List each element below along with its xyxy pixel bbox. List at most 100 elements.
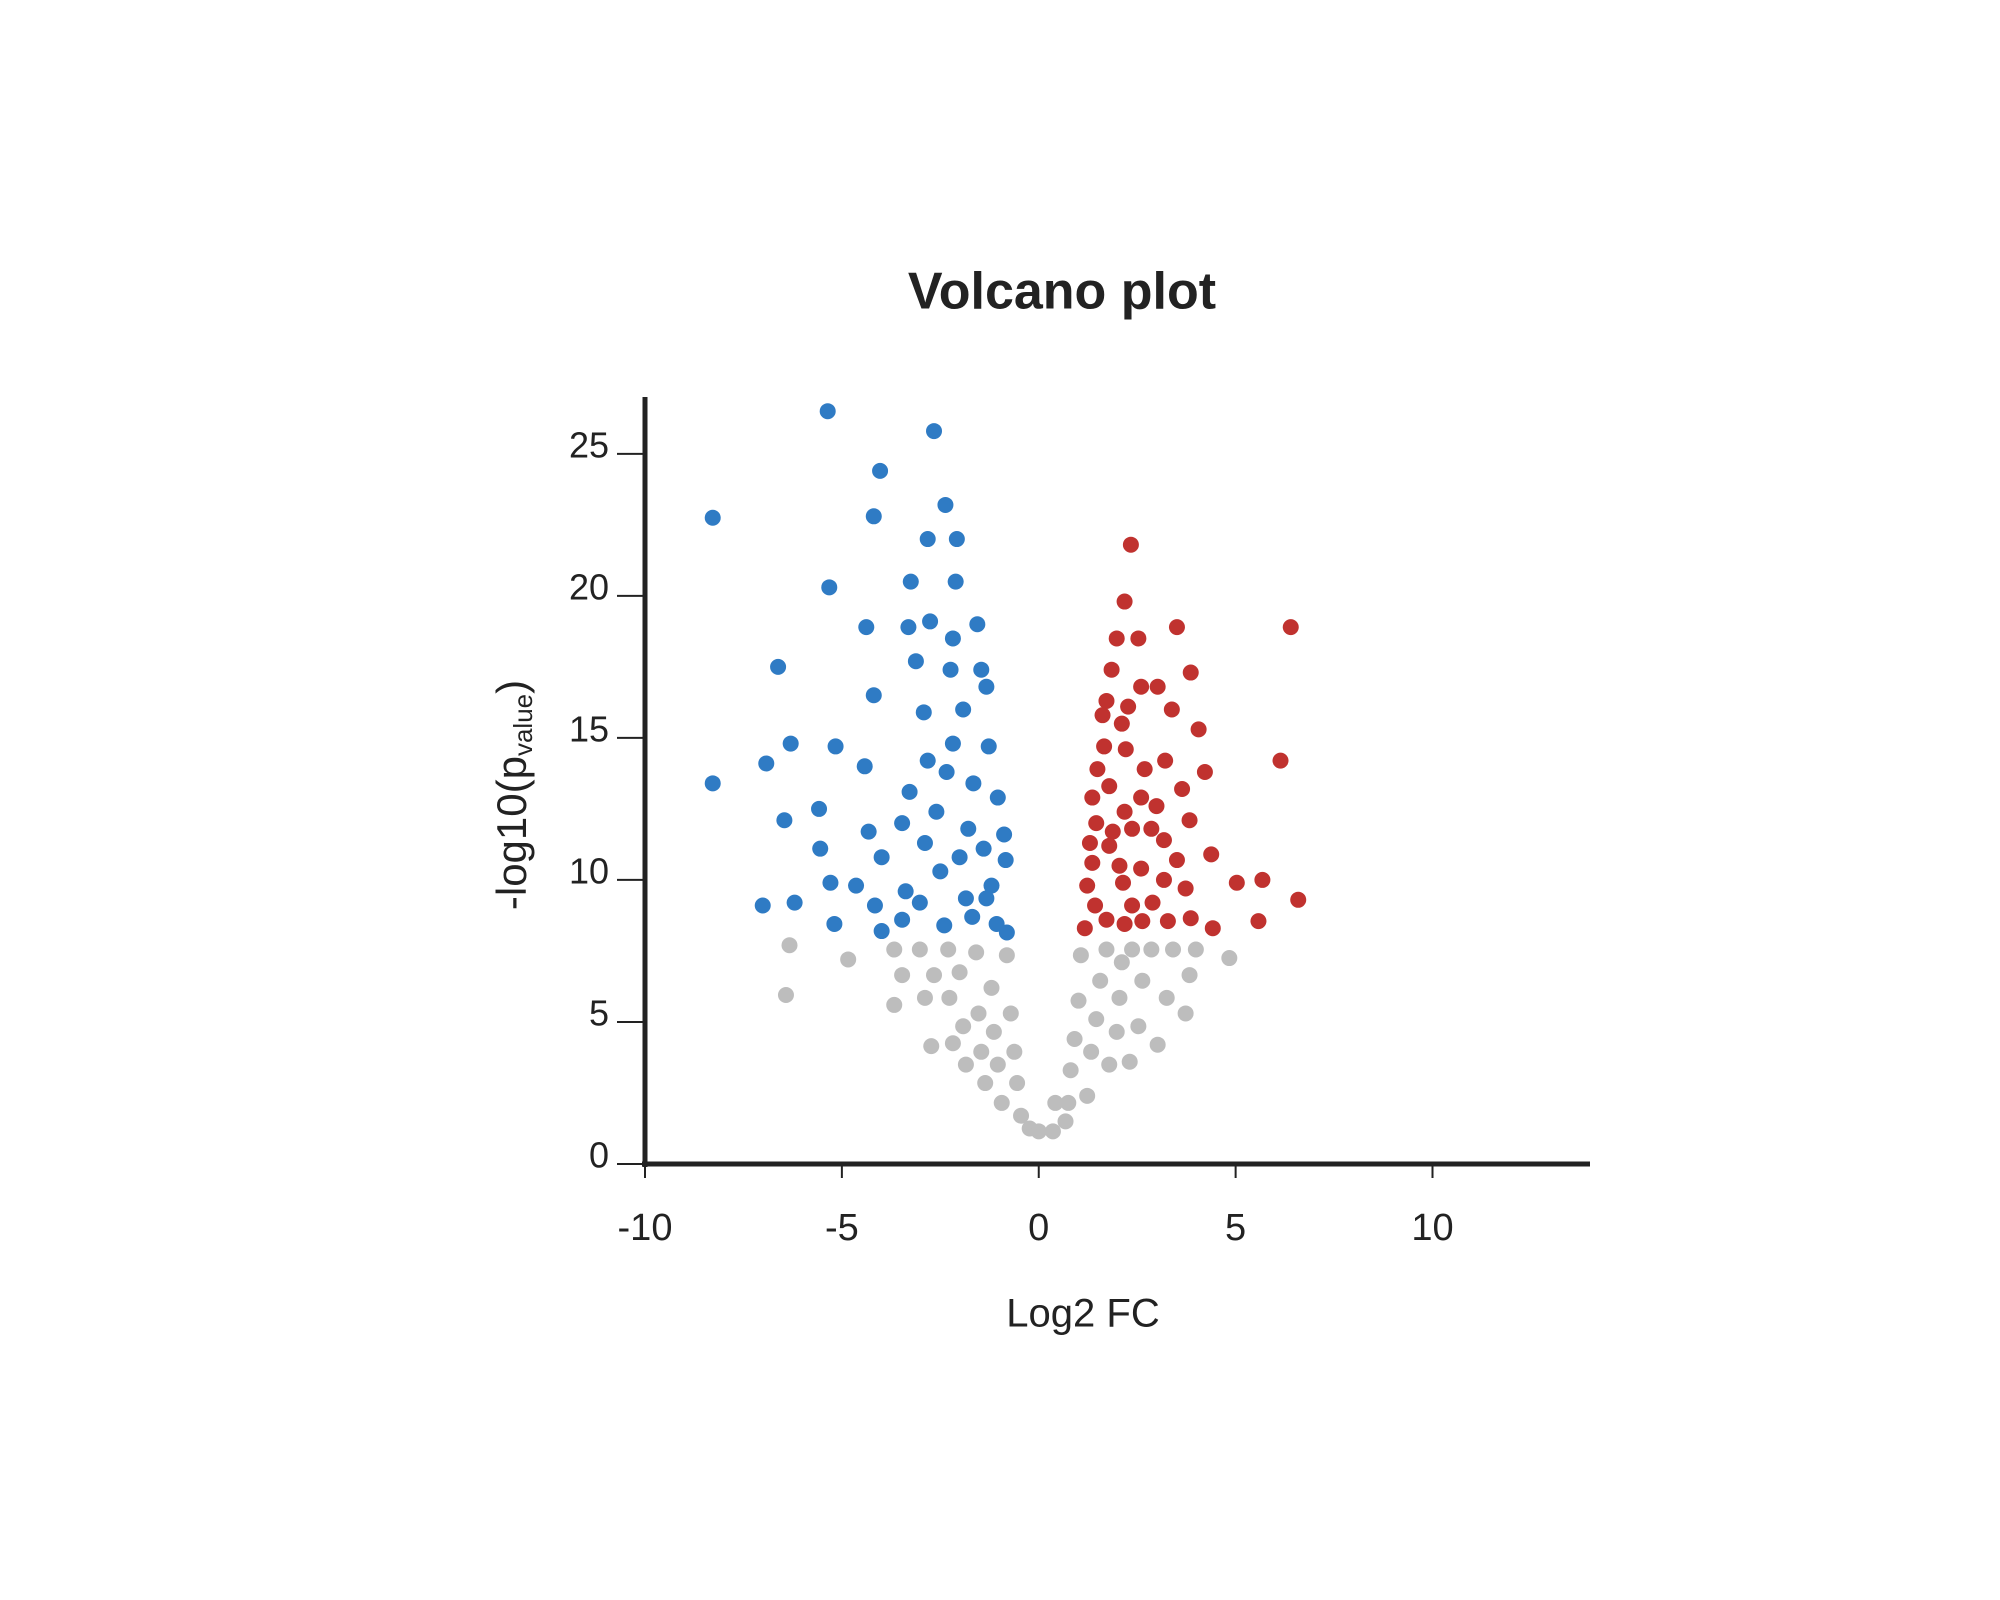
data-point <box>1084 789 1101 806</box>
data-point <box>978 678 995 695</box>
data-point <box>944 1035 961 1052</box>
data-point <box>919 531 936 548</box>
data-point <box>1062 1062 1079 1079</box>
data-point <box>894 967 911 984</box>
data-point <box>827 738 844 755</box>
data-point <box>1092 972 1109 989</box>
data-point <box>1060 1094 1077 1111</box>
data-point <box>1116 915 1133 932</box>
data-point <box>973 1043 990 1060</box>
data-point <box>948 531 965 548</box>
data-point <box>1196 763 1213 780</box>
x-tick-label: 10 <box>1411 1207 1453 1249</box>
data-point <box>947 573 964 590</box>
data-point <box>1030 1123 1047 1140</box>
y-axis-label-main: -log10(p <box>488 756 535 910</box>
data-point <box>1133 678 1150 695</box>
y-tick-label: 20 <box>569 566 609 607</box>
data-point <box>1108 630 1125 647</box>
data-point <box>872 462 889 479</box>
data-point <box>894 815 911 832</box>
x-tick-label: -5 <box>825 1207 859 1249</box>
data-point <box>1124 897 1141 914</box>
data-point <box>819 403 836 420</box>
data-point <box>1181 812 1198 829</box>
data-point <box>1124 941 1141 958</box>
data-point <box>1120 698 1137 715</box>
data-point <box>897 883 914 900</box>
data-point <box>886 941 903 958</box>
data-point <box>944 630 961 647</box>
y-tick-label: 5 <box>589 992 609 1033</box>
data-point <box>901 783 918 800</box>
data-point <box>1143 941 1160 958</box>
data-point <box>998 924 1015 941</box>
x-tick-label: -10 <box>618 1207 673 1249</box>
data-point <box>916 834 933 851</box>
data-point <box>951 964 968 981</box>
data-point <box>975 840 992 857</box>
data-point <box>754 897 771 914</box>
data-point <box>812 840 829 857</box>
data-point <box>1149 678 1166 695</box>
data-point <box>1103 661 1120 678</box>
data-point <box>1104 823 1121 840</box>
chart-title: Volcano plot <box>908 263 1216 321</box>
data-point <box>911 941 928 958</box>
data-point <box>1081 834 1098 851</box>
data-point <box>1130 1018 1147 1035</box>
y-axis-label-subscript: value <box>508 694 538 756</box>
data-point <box>782 735 799 752</box>
data-point <box>1174 781 1191 798</box>
data-point <box>1088 1011 1105 1028</box>
data-point <box>866 897 883 914</box>
data-point <box>1182 910 1199 927</box>
data-point <box>915 704 932 721</box>
data-point <box>977 1075 994 1092</box>
data-point <box>1084 854 1101 871</box>
data-point <box>922 613 939 630</box>
data-point <box>1133 789 1150 806</box>
data-point <box>926 967 943 984</box>
data-point <box>957 1056 974 1073</box>
data-point <box>1149 1036 1166 1053</box>
data-point <box>858 619 875 636</box>
data-point <box>856 758 873 775</box>
data-point <box>860 823 877 840</box>
data-point <box>1272 752 1289 769</box>
data-point <box>1002 1005 1019 1022</box>
data-point <box>951 849 968 866</box>
data-point <box>1203 846 1220 863</box>
data-point <box>1190 721 1207 738</box>
data-point <box>944 735 961 752</box>
data-point <box>989 1056 1006 1073</box>
data-point <box>1177 1005 1194 1022</box>
data-point <box>1134 972 1151 989</box>
data-point <box>848 877 865 894</box>
data-point <box>1122 536 1139 553</box>
data-point <box>916 989 933 1006</box>
data-point <box>1168 852 1185 869</box>
data-point <box>996 826 1013 843</box>
data-point <box>907 653 924 670</box>
data-point <box>1094 707 1111 724</box>
data-point <box>1116 803 1133 820</box>
y-tick-label: 15 <box>569 708 609 749</box>
data-point <box>1168 619 1185 636</box>
data-point <box>1111 857 1128 874</box>
data-point <box>758 755 775 772</box>
data-point <box>1181 967 1198 984</box>
data-point <box>985 1023 1002 1040</box>
data-point <box>821 579 838 596</box>
data-point <box>1087 897 1104 914</box>
data-point <box>1290 891 1307 908</box>
data-point <box>826 915 843 932</box>
data-point <box>1134 913 1151 930</box>
data-point <box>923 1038 940 1055</box>
x-tick-label: 5 <box>1225 1207 1246 1249</box>
data-point <box>940 941 957 958</box>
data-point <box>1254 871 1271 888</box>
data-point <box>937 496 954 513</box>
data-point <box>926 423 943 440</box>
